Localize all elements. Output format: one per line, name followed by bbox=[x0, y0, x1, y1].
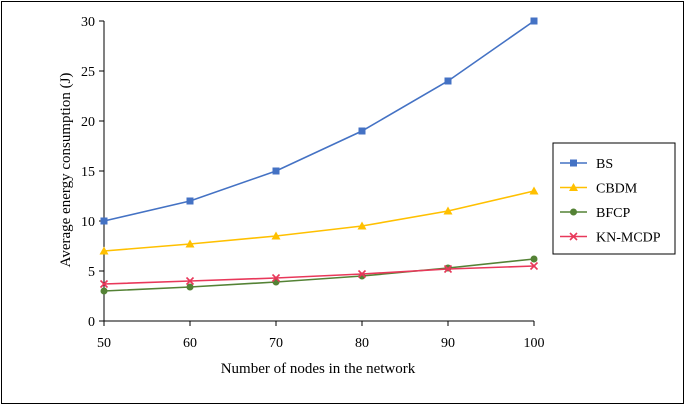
marker-stroke bbox=[185, 276, 195, 286]
marker-stroke bbox=[99, 279, 109, 289]
data-point-cbdm bbox=[529, 186, 539, 195]
data-point-kn-mcdp bbox=[185, 276, 195, 286]
legend-marker bbox=[569, 183, 578, 191]
series-bs bbox=[100, 17, 538, 225]
marker-stroke bbox=[443, 264, 453, 274]
x-tick-label: 100 bbox=[524, 336, 545, 351]
legend-item-cbdm: CBDM bbox=[560, 182, 638, 197]
data-point-kn-mcdp bbox=[529, 261, 539, 271]
x-tick-label: 60 bbox=[183, 336, 197, 351]
series-line-cbdm bbox=[103, 190, 535, 252]
y-tick-label: 20 bbox=[81, 115, 95, 130]
data-point-cbdm bbox=[185, 239, 195, 248]
data-point-cbdm bbox=[443, 206, 453, 215]
data-point-bfcp bbox=[186, 283, 194, 291]
data-point-bfcp bbox=[530, 255, 538, 263]
data-point-kn-mcdp bbox=[271, 273, 281, 283]
marker-stroke bbox=[357, 269, 367, 279]
series-cbdm bbox=[99, 186, 539, 255]
series-kn-mcdp bbox=[99, 261, 539, 289]
y-axis-ticks: 0 5 10 15 20 25 30 bbox=[81, 15, 104, 330]
legend-label: KN-MCDP bbox=[596, 231, 661, 246]
marker-stroke bbox=[529, 261, 539, 271]
y-tick-label: 25 bbox=[81, 65, 95, 80]
series-group bbox=[99, 17, 539, 295]
x-tick-label: 50 bbox=[97, 336, 111, 351]
legend-item-kn-mcdp: KN-MCDP bbox=[560, 231, 661, 246]
data-point-kn-mcdp bbox=[357, 269, 367, 279]
data-point-bs bbox=[272, 167, 280, 175]
data-point-cbdm bbox=[271, 231, 281, 240]
data-point-cbdm bbox=[99, 246, 109, 255]
legend-marker bbox=[569, 232, 578, 241]
y-axis-title: Average energy consumption (J) bbox=[58, 73, 74, 268]
legend-marker bbox=[570, 159, 577, 167]
x-axis-title: Number of nodes in the network bbox=[221, 361, 416, 377]
marker-stroke bbox=[569, 232, 578, 241]
series-line-bs bbox=[103, 20, 535, 222]
legend-marker bbox=[570, 208, 577, 216]
data-point-bs bbox=[186, 197, 194, 205]
data-point-bs bbox=[530, 17, 538, 25]
legend: BS CBDM BFCP KN-MCDP bbox=[552, 142, 676, 255]
data-point-kn-mcdp bbox=[99, 279, 109, 289]
legend-label: CBDM bbox=[596, 182, 638, 197]
data-point-cbdm bbox=[357, 221, 367, 230]
legend-item-bs: BS bbox=[560, 157, 613, 172]
x-tick-label: 80 bbox=[355, 336, 369, 351]
x-tick-label: 70 bbox=[269, 336, 283, 351]
legend-label: BFCP bbox=[596, 206, 630, 221]
data-point-bs bbox=[100, 217, 108, 225]
marker-stroke bbox=[271, 273, 281, 283]
x-axis-ticks: 50 60 70 80 90 100 bbox=[97, 321, 545, 351]
data-point-kn-mcdp bbox=[443, 264, 453, 274]
legend-item-bfcp: BFCP bbox=[560, 206, 630, 221]
legend-label: BS bbox=[596, 157, 613, 172]
y-tick-label: 15 bbox=[81, 165, 95, 180]
data-point-bfcp bbox=[100, 287, 108, 295]
data-point-bs bbox=[358, 127, 366, 135]
y-tick-label: 0 bbox=[88, 315, 95, 330]
series-line-bfcp bbox=[103, 258, 535, 292]
series-bfcp bbox=[100, 255, 538, 295]
y-tick-label: 10 bbox=[81, 215, 95, 230]
series-line-kn-mcdp bbox=[103, 265, 535, 285]
x-tick-label: 90 bbox=[441, 336, 455, 351]
data-point-bs bbox=[444, 77, 452, 85]
y-tick-label: 30 bbox=[81, 15, 95, 30]
y-tick-label: 5 bbox=[88, 265, 95, 280]
